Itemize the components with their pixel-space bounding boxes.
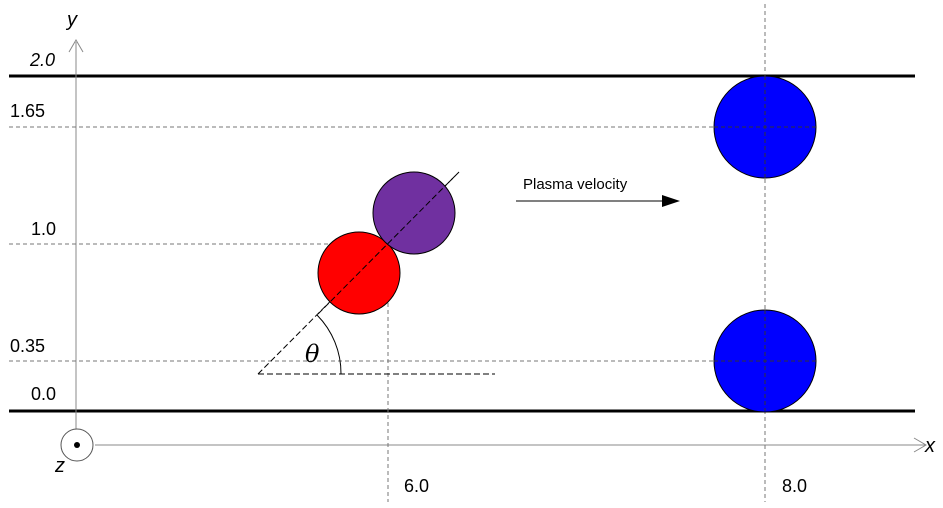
x-axis-label: x	[924, 435, 936, 457]
x-tick-8-0: 8.0	[782, 476, 807, 496]
x-tick-6-0: 6.0	[404, 476, 429, 496]
y-tick-2-0: 2.0	[29, 50, 55, 70]
plasma-velocity-arrowhead	[662, 195, 680, 207]
z-axis-dot	[74, 442, 80, 448]
y-tick-0-0: 0.0	[31, 384, 56, 404]
z-axis-label: z	[54, 455, 65, 477]
y-tick-0-35: 0.35	[10, 336, 45, 356]
y-tick-1-65: 1.65	[10, 101, 45, 121]
plasma-velocity-label: Plasma velocity	[523, 176, 628, 193]
orientation-axis-overlay	[317, 175, 456, 315]
angle-theta-label: θ	[305, 340, 320, 368]
angle-arc	[316, 314, 342, 375]
y-axis-label: y	[65, 9, 78, 31]
y-tick-1-0: 1.0	[31, 219, 56, 239]
y-axis-arrowhead	[68, 39, 84, 53]
purple-particle	[372, 171, 456, 255]
x-axis-arrowhead	[913, 437, 927, 453]
